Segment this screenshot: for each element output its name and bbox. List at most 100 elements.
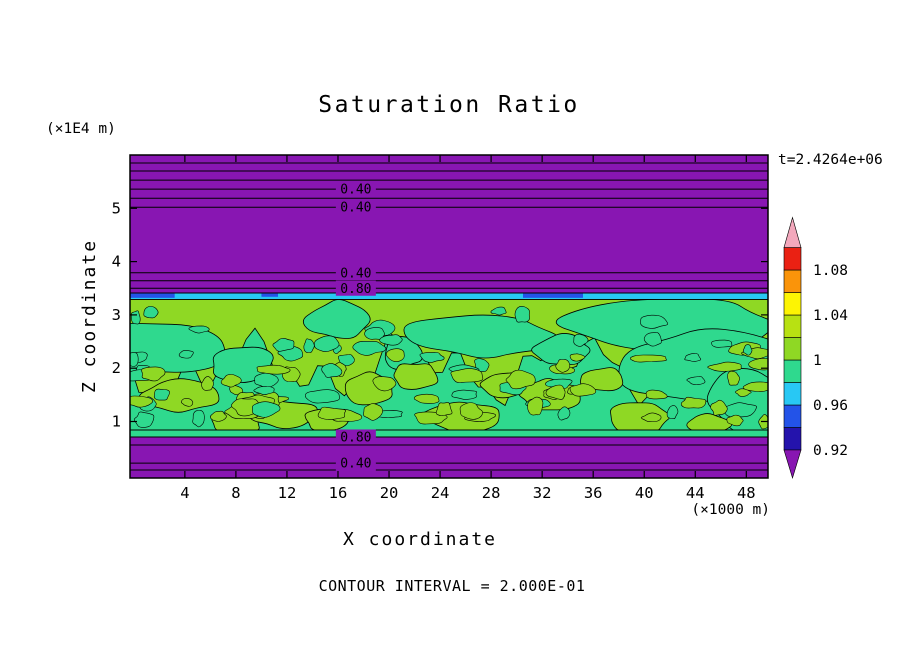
field-speckle [643,332,662,347]
field-speckle [474,358,490,372]
contour-field-layer [130,155,768,478]
field-teal-region [130,322,226,373]
field-green-island [393,363,439,390]
field-speckle [303,338,315,353]
field-speckle [557,406,571,421]
contour-label-box [335,265,376,281]
field-speckle [707,361,742,372]
z-tick-label: 4 [112,253,121,271]
field-speckle [569,383,597,397]
colorbar-segment [783,404,802,428]
field-speckle [490,306,507,316]
z-tick-label: 1 [112,413,121,431]
field-speckle [153,388,170,401]
colorbar-label: 0.92 [813,443,848,459]
field-speckle [314,335,340,352]
field-speckle [555,359,571,373]
field-speckle [419,352,445,363]
field-speckle [545,378,573,389]
colorbar-segment [783,382,802,406]
x-axis-label: X coordinate [343,529,497,550]
y-unit-label: (×1E4 m) [46,121,116,137]
x-tick-label: 12 [278,484,297,502]
field-green-island [579,367,624,392]
field-speckle [379,334,403,346]
contour-label-box [335,429,376,445]
field-speckle [527,396,544,416]
contour-label: 0.40 [340,201,371,216]
field-blue-patch [261,293,279,297]
field-speckle [130,395,153,408]
contour-label-box [335,455,376,471]
colorbar-label: 1.08 [813,263,848,279]
field-teal-strip [130,429,768,438]
field-speckle [192,410,205,428]
field-speckle [686,376,706,386]
colorbar-segment [783,314,802,338]
field-teal-region [302,299,371,339]
field-speckle [413,393,440,404]
z-tick-label: 3 [112,306,121,324]
x-tick-label: 24 [431,484,450,502]
x-tick-label: 8 [231,484,240,502]
field-speckle [710,399,728,416]
colorbar-segment [783,292,802,316]
field-speckle [645,389,668,400]
contour-label-box [335,280,376,296]
field-speckle [666,405,679,420]
field-speckle [210,410,227,422]
field-speckle [385,348,405,362]
field-speckle [220,374,242,388]
field-speckle [256,364,291,375]
field-speckle [748,358,768,371]
field-speckle [711,339,733,348]
field-speckle [201,376,214,391]
field-speckle [317,406,346,420]
contour-lines-layer: 0.400.400.400.800.800.40 [130,162,768,472]
x-tick-label: 4 [180,484,189,502]
field-speckle [505,369,536,390]
x-tick-label: 20 [380,484,399,502]
field-speckle [435,402,453,416]
field-speckle [188,325,210,334]
x-tick-label: 48 [737,484,756,502]
contour-label: 0.80 [340,282,371,297]
field-speckle [363,403,383,421]
field-speckle [684,353,702,362]
colorbar-segment [783,337,802,361]
field-speckle [742,381,768,392]
contour-label: 0.40 [340,457,371,472]
field-blue-patch [130,293,175,298]
contour-label-box [335,181,376,197]
field-speckle [251,401,281,418]
field-speckle [178,350,194,359]
x-tick-label: 16 [329,484,348,502]
contour-label: 0.40 [340,266,371,281]
x-tick-label: 40 [635,484,654,502]
field-speckle [569,353,586,362]
z-tick-label: 5 [112,199,121,217]
field-speckle [680,396,707,409]
field-speckle [130,310,141,325]
field-speckle [450,368,484,383]
x-tick-label: 44 [686,484,705,502]
field-speckle [372,376,397,392]
contour-label-box [335,199,376,215]
colorbar-arrow-bottom [783,449,802,480]
field-speckle [352,340,387,356]
time-label: t=2.4264e+06 [778,152,883,168]
y-axis-label: Z coordinate [79,239,100,393]
z-tick-label: 2 [112,359,121,377]
colorbar-segment [783,269,802,293]
field-speckle [143,305,159,319]
field-speckle [545,384,566,400]
contour-interval-note: CONTOUR INTERVAL = 2.000E-01 [319,577,586,595]
colorbar-label: 1.04 [813,308,848,324]
x-tick-label: 32 [533,484,552,502]
field-green-island [610,402,671,432]
field-speckle [181,398,194,407]
field-speckle [253,386,275,396]
field-speckle [629,354,667,363]
